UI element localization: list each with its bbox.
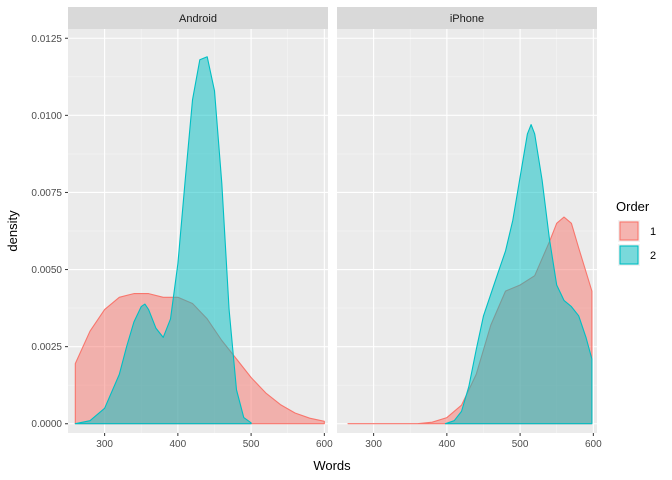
- y-tick-label: 0.0075: [31, 188, 62, 199]
- legend-keys: 12: [618, 220, 656, 266]
- x-axis-title: Words: [313, 458, 351, 473]
- x-axis-android: 300 400 500 600: [96, 433, 333, 450]
- legend-key-label: 2: [650, 250, 656, 262]
- density-area-order-2: [74, 56, 252, 425]
- x-axis-iphone: 300 400 500 600: [365, 433, 602, 450]
- panel-android-series: [74, 56, 325, 425]
- panel-android: Android: [68, 7, 328, 433]
- legend-key-swatch: [619, 245, 639, 265]
- legend-key-swatch: [619, 221, 639, 241]
- x-tick-label: 500: [512, 439, 529, 450]
- y-axis-title: density: [5, 210, 20, 252]
- panel-android-strip: [68, 7, 328, 29]
- legend: Order 12: [616, 199, 656, 266]
- x-tick-label: 400: [439, 439, 456, 450]
- legend-title: Order: [616, 199, 650, 214]
- legend-key-label: 1: [650, 226, 656, 238]
- y-tick-label: 0.0000: [31, 419, 62, 430]
- x-tick-label: 300: [365, 439, 382, 450]
- panel-iphone-strip: [337, 7, 597, 29]
- density-area-order-2: [444, 124, 593, 425]
- panel-iphone: iPhone: [337, 7, 597, 433]
- panel-android-title: Android: [179, 13, 217, 25]
- x-tick-label: 600: [316, 439, 333, 450]
- x-tick-label: 500: [243, 439, 260, 450]
- x-tick-label: 300: [96, 439, 113, 450]
- x-tick-label: 600: [585, 439, 602, 450]
- y-tick-label: 0.0050: [31, 265, 62, 276]
- y-tick-label: 0.0125: [31, 34, 62, 45]
- y-axis: 0.0000 0.0025 0.0050 0.0075 0.0100 0.0125: [31, 34, 68, 430]
- x-tick-label: 400: [170, 439, 187, 450]
- panel-iphone-title: iPhone: [450, 13, 484, 25]
- y-tick-label: 0.0025: [31, 342, 62, 353]
- y-tick-label: 0.0100: [31, 111, 62, 122]
- panel-iphone-series: [347, 124, 593, 425]
